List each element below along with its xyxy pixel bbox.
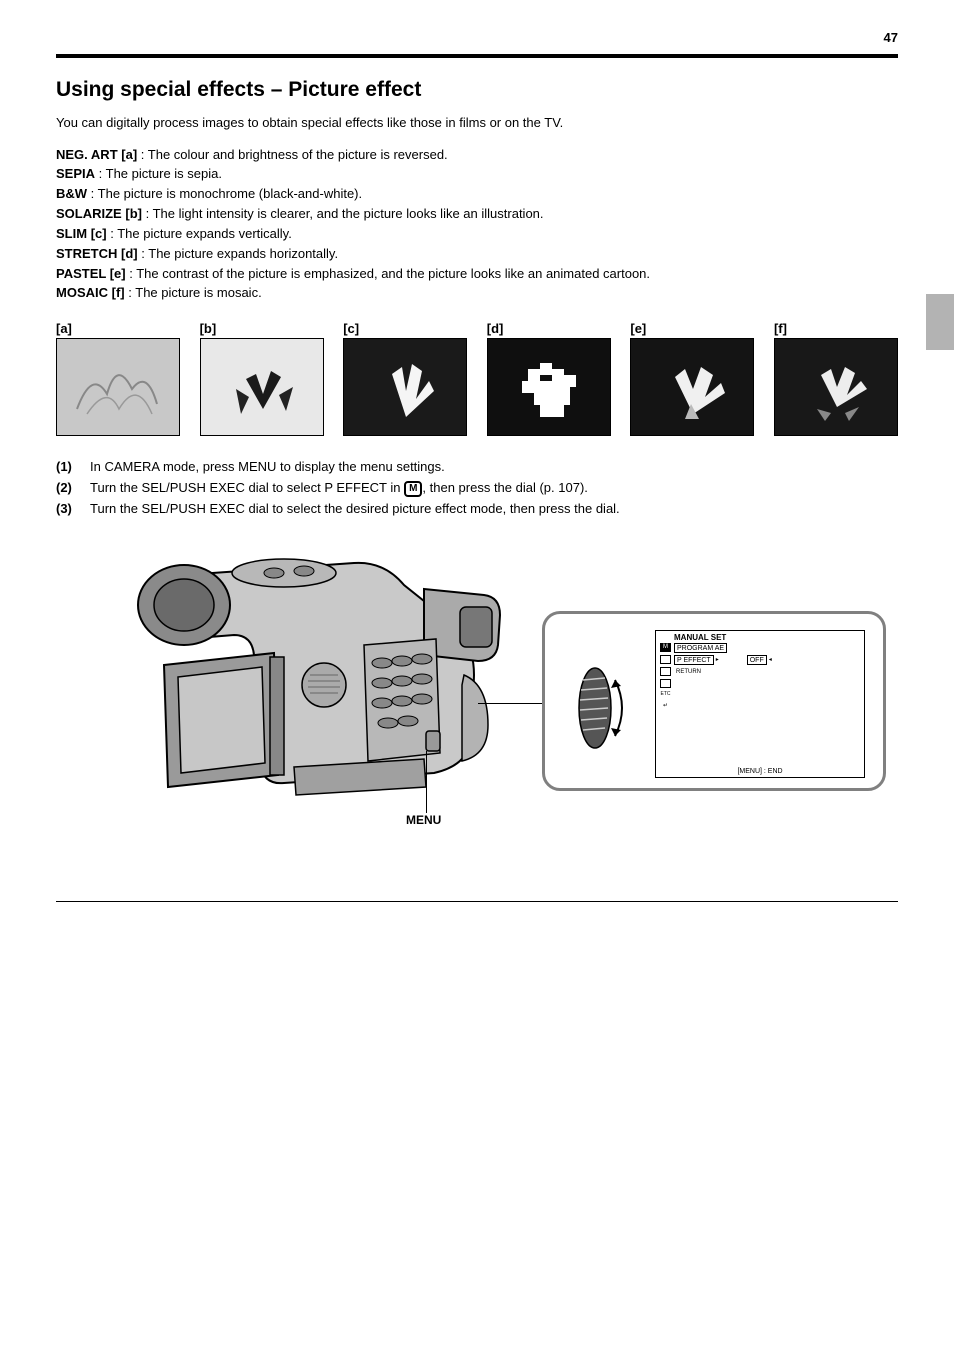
manual-set-icon: M (404, 481, 422, 497)
callout-line (426, 751, 427, 813)
menu-icon (660, 679, 671, 688)
sel-dial-icon (571, 660, 635, 756)
thumb-img-c (343, 338, 467, 436)
thumb-img-f (774, 338, 898, 436)
thumb-d: [d] (487, 321, 611, 436)
menu-callout: MANUAL SET M PROGRAM AE P EFFECT ▸ OFF ◂… (542, 611, 886, 791)
figure: MANUAL SET M PROGRAM AE P EFFECT ▸ OFF ◂… (56, 531, 898, 891)
lead-paragraph: You can digitally process images to obta… (56, 114, 898, 132)
effects-list: NEG. ART [a] : The colour and brightness… (56, 146, 898, 304)
divider-heavy (56, 54, 898, 58)
thumb-a: [a] (56, 321, 180, 436)
thumb-f: [f] (774, 321, 898, 436)
camcorder-illustration (64, 535, 504, 835)
steps: (1) In CAMERA mode, press MENU to displa… (56, 458, 898, 519)
thumbnail-row: [a] [b] [c] [d] (56, 321, 898, 436)
menu-icon-return: ↵ (660, 703, 671, 712)
thumb-c: [c] (343, 321, 467, 436)
menu-item-p-effect: P EFFECT (674, 655, 714, 665)
side-tab (926, 294, 954, 350)
menu-item-program-ae: PROGRAM AE (674, 643, 727, 653)
thumb-img-a (56, 338, 180, 436)
menu-footer: [MENU] : END (656, 768, 864, 775)
divider-thin (56, 901, 898, 902)
menu-button-label: MENU (406, 813, 441, 827)
menu-header: MANUAL SET (656, 631, 864, 642)
step-1: (1) In CAMERA mode, press MENU to displa… (56, 458, 898, 477)
thumb-img-b (200, 338, 324, 436)
page-number: 47 (884, 30, 898, 45)
page-title: Using special effects – Picture effect (56, 78, 898, 102)
step-2: (2) Turn the SEL/PUSH EXEC dial to selec… (56, 479, 898, 498)
menu-icon-m: M (660, 643, 671, 652)
menu-screen: MANUAL SET M PROGRAM AE P EFFECT ▸ OFF ◂… (655, 630, 865, 778)
thumb-e: [e] (630, 321, 754, 436)
thumb-b: [b] (200, 321, 324, 436)
menu-value-off: OFF (747, 655, 767, 665)
menu-icon-etc: ETC (660, 691, 671, 700)
thumb-img-e (630, 338, 754, 436)
menu-icon (660, 667, 671, 676)
thumb-img-d (487, 338, 611, 436)
menu-icon (660, 655, 671, 664)
step-3: (3) Turn the SEL/PUSH EXEC dial to selec… (56, 500, 898, 519)
